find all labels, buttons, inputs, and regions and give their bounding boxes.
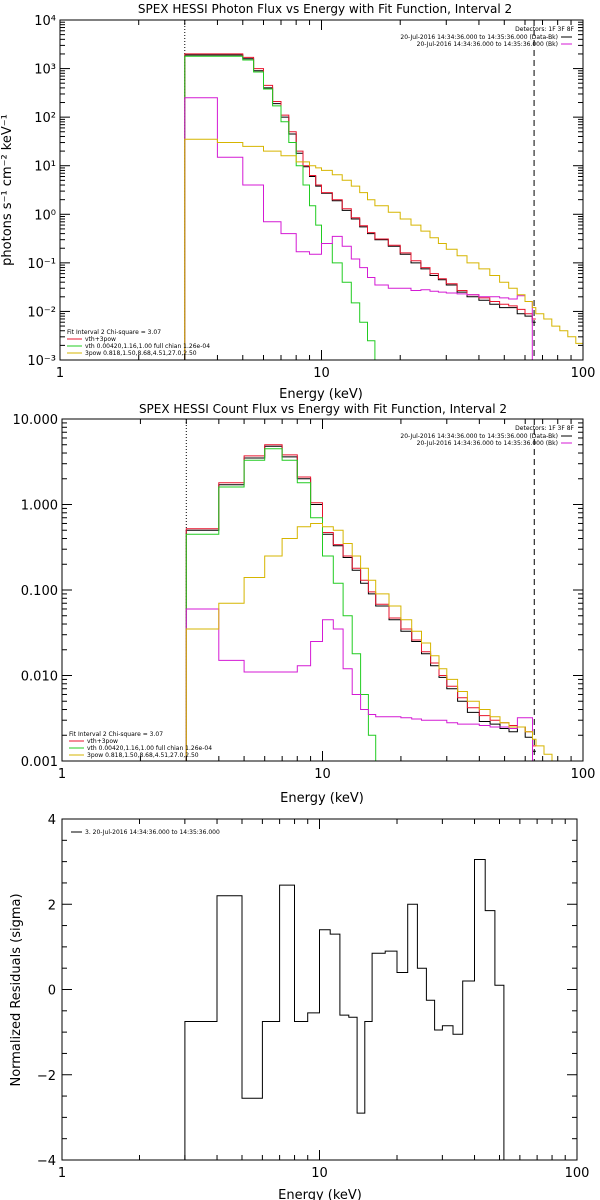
y-tick-label: −4 xyxy=(37,1154,56,1169)
series-line-3 xyxy=(184,97,536,360)
series-line-1 xyxy=(184,53,536,360)
photon-flux-legend-right: Detectors: 1F 3F 8F 20-Jul-2016 14:34:36… xyxy=(400,26,574,48)
x-tick-label: 100 xyxy=(571,767,596,782)
y-tick-label: 10⁻¹ xyxy=(27,257,56,272)
count-flux-panel: SPEX HESSI Count Flux vs Energy with Fit… xyxy=(13,402,596,806)
legend-fit-header: Fit Interval 2 Chi-square = 3.07 xyxy=(69,731,163,738)
residuals-panel: 1 10 100 −4 −2 0 2 4 Energy (keV) Normalized Re… xyxy=(9,813,589,1200)
legend-entry: vth+3pow xyxy=(87,738,118,745)
y-tick-label: 10² xyxy=(34,111,56,126)
y-tick-label: 10⁴ xyxy=(34,14,56,29)
series-line-2 xyxy=(185,448,389,761)
y-tick-label: 4 xyxy=(48,813,56,828)
x-tick-label: 10 xyxy=(314,767,331,782)
residuals-ylabel: Normalized Residuals (sigma) xyxy=(9,893,24,1086)
series-line-0 xyxy=(184,54,536,360)
y-tick-label: 0.001 xyxy=(21,755,58,770)
count-flux-xlabel: Energy (keV) xyxy=(280,791,364,806)
series-line-2 xyxy=(184,55,389,360)
photon-flux-panel: SPEX HESSI Photon Flux vs Energy with Fi… xyxy=(0,2,595,402)
series-line-1 xyxy=(185,444,536,761)
x-tick-label: 1 xyxy=(58,1166,66,1181)
series-line-4 xyxy=(185,523,560,761)
legend-entry: 20-Jul-2016 14:34:36.000 to 14:35:36.000… xyxy=(417,41,558,48)
series-line-0 xyxy=(184,859,513,1160)
legend-entry: 3. 20-Jul-2016 14:34:36.000 to 14:35:36.… xyxy=(85,829,220,836)
residuals-xlabel: Energy (keV) xyxy=(278,1188,362,1200)
x-tick-label: 10 xyxy=(311,1166,328,1181)
y-tick-label: −2 xyxy=(37,1069,56,1084)
y-tick-label: 0 xyxy=(48,984,56,999)
y-tick-label: 10⁻² xyxy=(27,305,56,320)
y-tick-label: 10³ xyxy=(34,63,56,78)
legend-detectors: Detectors: 1F 3F 8F xyxy=(515,26,574,33)
y-tick-label: 2 xyxy=(48,898,56,913)
photon-flux-legend-left: Fit Interval 2 Chi-square = 3.07 vth+3po… xyxy=(67,329,210,357)
x-tick-label: 10 xyxy=(313,366,330,381)
legend-entry: vth+3pow xyxy=(85,336,116,343)
legend-entry: 3pow 0.818,1.50,8.68,4.51,27.0,2.50 xyxy=(87,752,199,759)
photon-flux-axes: 1 10 100 10⁻³ 10⁻² 10⁻¹ 10⁰ 10¹ 10² 10³ 10⁴ xyxy=(27,14,595,381)
count-flux-frame xyxy=(61,418,584,762)
y-tick-label: 1.000 xyxy=(21,499,58,514)
photon-flux-title: SPEX HESSI Photon Flux vs Energy with Fi… xyxy=(138,2,512,16)
x-tick-label: 1 xyxy=(56,366,64,381)
legend-entry: 20-Jul-2016 14:34:36.000 to 14:35:36.000… xyxy=(417,440,558,447)
x-tick-label: 1 xyxy=(58,767,66,782)
legend-entry: 3pow 0.818,1.50,8.68,4.51,27.0,2.50 xyxy=(85,350,197,357)
count-flux-legend-left: Fit Interval 2 Chi-square = 3.07 vth+3po… xyxy=(69,731,212,759)
series-line-3 xyxy=(185,608,536,761)
x-tick-label: 100 xyxy=(571,366,596,381)
x-tick-label: 100 xyxy=(565,1166,590,1181)
count-flux-legend-right: Detectors: 1F 3F 8F 20-Jul-2016 14:34:36… xyxy=(400,425,574,447)
y-tick-label: 10.000 xyxy=(13,413,59,428)
residuals-legend: 3. 20-Jul-2016 14:34:36.000 to 14:35:36.… xyxy=(71,829,220,836)
residuals-plot-area xyxy=(184,859,513,1160)
residuals-axes: 1 10 100 −4 −2 0 2 4 xyxy=(37,813,590,1181)
legend-fit-header: Fit Interval 2 Chi-square = 3.07 xyxy=(67,329,161,336)
count-flux-axes: 1 10 100 0.001 0.010 0.100 1.000 10.000 xyxy=(13,413,596,782)
y-tick-label: 0.100 xyxy=(21,584,58,599)
photon-flux-xlabel: Energy (keV) xyxy=(279,387,363,402)
photon-flux-plot-area xyxy=(184,20,583,360)
legend-detectors: Detectors: 1F 3F 8F xyxy=(515,425,574,432)
legend-entry: vth 0.00420,1.16,1.00 full chian 1.26e-0… xyxy=(87,745,212,752)
count-flux-plot-area xyxy=(185,419,560,761)
legend-entry: 20-Jul-2016 14:34:36.000 to 14:35:36.000… xyxy=(400,34,558,41)
y-tick-label: 10⁰ xyxy=(34,208,56,223)
count-flux-title: SPEX HESSI Count Flux vs Energy with Fit… xyxy=(139,402,507,416)
y-tick-label: 10⁻³ xyxy=(27,354,56,369)
y-tick-label: 0.010 xyxy=(21,670,58,685)
y-tick-label: 10¹ xyxy=(34,160,56,175)
legend-entry: 20-Jul-2016 14:34:36.000 to 14:35:36.000… xyxy=(400,433,558,440)
legend-entry: vth 0.00420,1.16,1.00 full chian 1.26e-0… xyxy=(85,343,210,350)
series-line-4 xyxy=(184,138,583,360)
photon-flux-ylabel: photons s⁻¹ cm⁻² keV⁻¹ xyxy=(0,114,15,266)
